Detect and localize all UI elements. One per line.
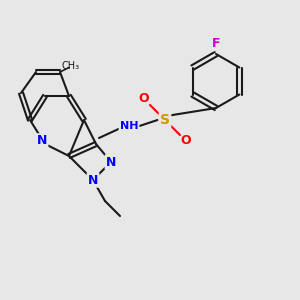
Text: F: F: [212, 37, 220, 50]
Text: N: N: [88, 173, 98, 187]
Text: O: O: [139, 92, 149, 106]
Text: S: S: [160, 113, 170, 127]
Text: NH: NH: [120, 121, 138, 131]
Text: N: N: [37, 134, 47, 148]
Text: O: O: [181, 134, 191, 148]
Text: N: N: [106, 155, 116, 169]
Text: CH₃: CH₃: [61, 61, 80, 71]
